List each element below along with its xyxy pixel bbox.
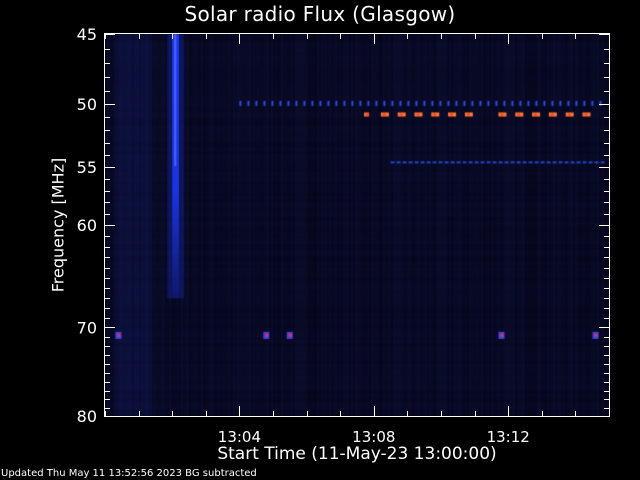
- y-tick-label: 55: [77, 158, 97, 177]
- x-axis-ticks: 13:04 13:08 13:12: [105, 34, 610, 446]
- y-tick-label: 70: [77, 318, 97, 337]
- x-tick-label: 13:12: [487, 428, 530, 446]
- y-tick-label: 45: [77, 25, 97, 44]
- y-axis-ticks: 45 50 55 60 70 80: [77, 25, 609, 426]
- x-tick-label: 13:04: [218, 428, 261, 446]
- y-axis-label: Frequency [MHz]: [48, 157, 68, 293]
- x-tick-label: 13:08: [352, 428, 395, 446]
- update-footer: Updated Thu May 11 13:52:56 2023 BG subt…: [1, 468, 257, 479]
- plot-frame: [104, 33, 610, 417]
- y-tick-label: 80: [77, 407, 97, 426]
- y-tick-label: 60: [77, 216, 97, 235]
- x-axis-label: Start Time (11-May-23 13:00:00): [217, 444, 497, 464]
- y-tick-label: 50: [77, 95, 97, 114]
- chart-title: Solar radio Flux (Glasgow): [184, 2, 456, 26]
